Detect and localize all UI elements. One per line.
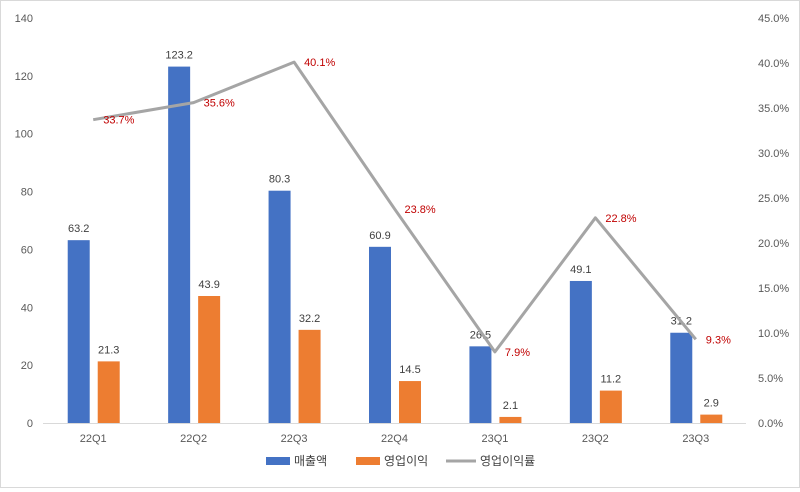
bar-value-label: 11.2 — [601, 374, 622, 386]
y-right-tick-label: 45.0% — [758, 13, 789, 25]
x-tick-label: 22Q4 — [381, 433, 408, 445]
legend-label: 영업이익률 — [480, 454, 535, 468]
legend-swatch — [356, 457, 380, 465]
x-tick-label: 23Q3 — [682, 433, 709, 445]
bar-revenue — [168, 66, 191, 423]
x-tick-label: 23Q1 — [481, 433, 508, 445]
bar-revenue — [369, 246, 391, 423]
bar-operating-profit — [399, 381, 421, 423]
line-value-label: 9.3% — [706, 334, 731, 346]
x-tick-label: 23Q2 — [582, 433, 609, 445]
bar-value-label: 21.3 — [98, 344, 119, 356]
bar-revenue — [469, 346, 492, 423]
bar-revenue — [268, 190, 291, 423]
y-right-tick-label: 15.0% — [758, 283, 789, 295]
bar-operating-profit — [599, 390, 622, 423]
y-left-tick-label: 100 — [15, 129, 33, 141]
bar-value-label: 60.9 — [369, 230, 390, 242]
bar-value-label: 32.2 — [299, 313, 320, 325]
line-value-label: 33.7% — [103, 115, 134, 127]
bar-value-label: 43.9 — [198, 279, 219, 291]
y-right-tick-label: 10.0% — [758, 328, 789, 340]
line-operating-margin — [92, 60, 697, 354]
line-value-label: 23.8% — [405, 204, 436, 216]
legend-label: 매출액 — [294, 454, 327, 468]
x-tick-label: 22Q2 — [180, 433, 207, 445]
y-right-tick-label: 40.0% — [758, 58, 789, 70]
x-tick-label: 22Q3 — [281, 433, 308, 445]
bar-operating-profit — [97, 361, 120, 423]
bar-value-label: 14.5 — [399, 364, 420, 376]
y-left-tick-label: 140 — [15, 13, 33, 25]
line-value-label: 22.8% — [605, 213, 636, 225]
y-right-tick-label: 5.0% — [758, 373, 783, 385]
y-right-tick-label: 25.0% — [758, 193, 789, 205]
y-right-tick-label: 0.0% — [758, 418, 783, 430]
y-right-tick-label: 35.0% — [758, 103, 789, 115]
y-left-tick-label: 0 — [27, 418, 33, 430]
bar-revenue — [67, 240, 90, 423]
bar-value-label: 2.1 — [503, 400, 518, 412]
line-value-label: 7.9% — [505, 347, 530, 359]
bar-operating-profit — [198, 296, 221, 423]
y-left-tick-label: 80 — [21, 187, 33, 199]
bar-operating-profit — [298, 329, 321, 423]
bar-value-label: 49.1 — [570, 264, 591, 276]
legend-label: 영업이익 — [384, 454, 428, 468]
y-left-tick-label: 40 — [21, 302, 33, 314]
line-value-label: 35.6% — [204, 98, 235, 110]
y-right-tick-label: 20.0% — [758, 238, 789, 250]
x-tick-label: 22Q1 — [80, 433, 107, 445]
y-left-tick-label: 120 — [15, 71, 33, 83]
bar-revenue — [569, 280, 592, 423]
bar-revenue — [670, 332, 693, 423]
legend-swatch — [266, 457, 290, 465]
bar-value-label: 80.3 — [269, 174, 290, 186]
bar-value-label: 2.9 — [704, 398, 719, 410]
bar-operating-profit — [700, 414, 723, 423]
bar-value-label: 63.2 — [68, 223, 89, 235]
bar-operating-profit — [499, 416, 522, 423]
bar-value-label: 123.2 — [165, 50, 193, 62]
y-left-tick-label: 60 — [21, 244, 33, 256]
line-value-label: 40.1% — [304, 57, 335, 69]
y-left-tick-label: 20 — [21, 360, 33, 372]
y-right-tick-label: 30.0% — [758, 148, 789, 160]
